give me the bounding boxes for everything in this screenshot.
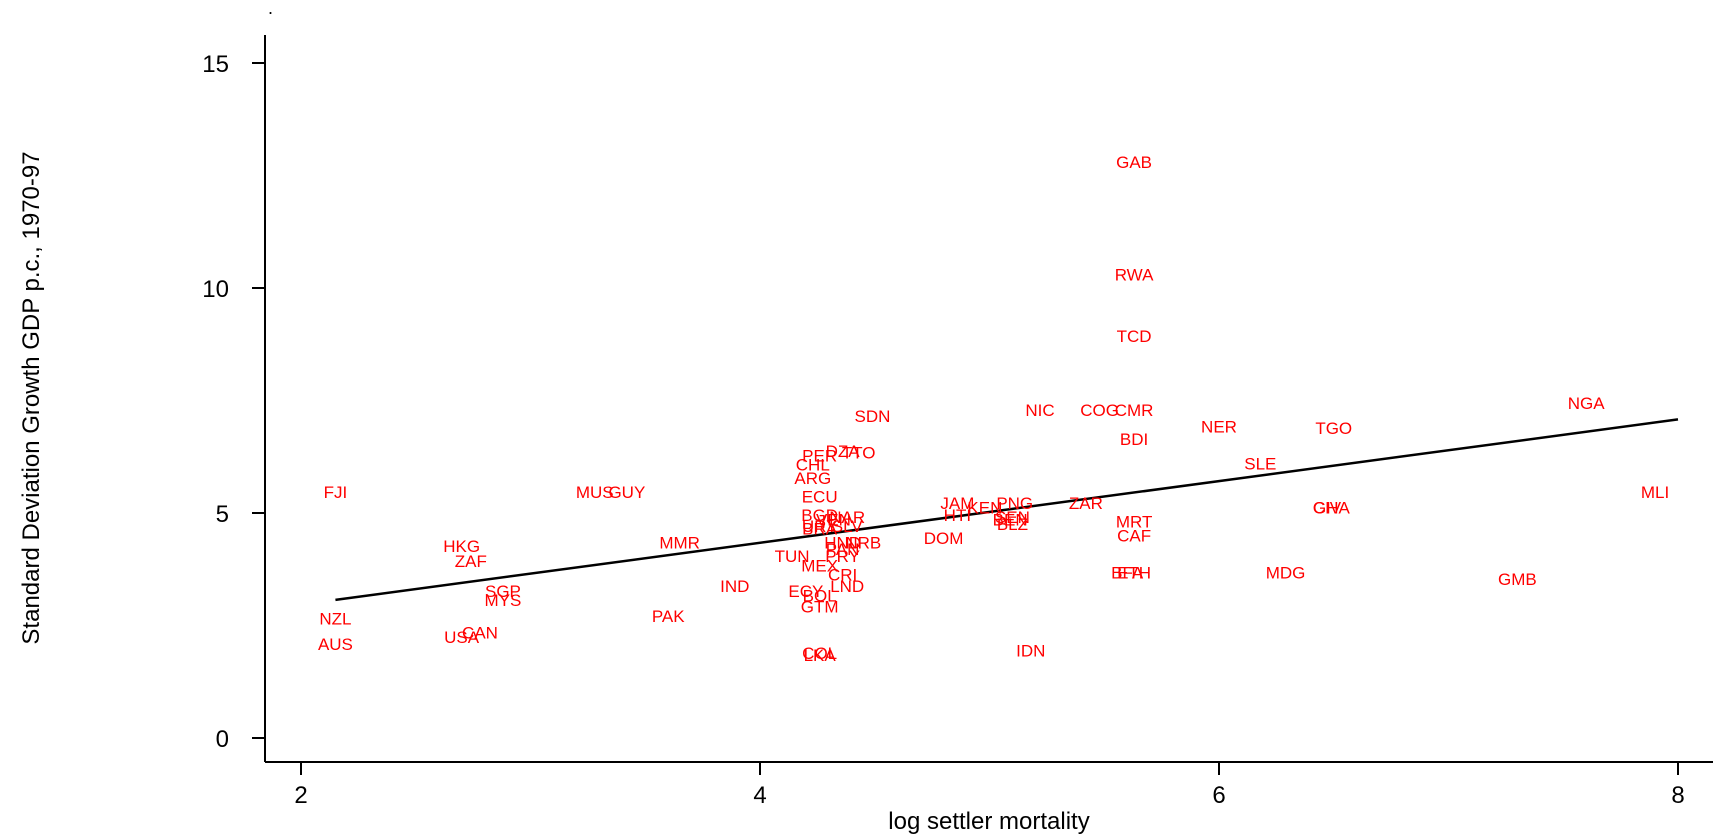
point-label-mus: MUS [576, 483, 614, 502]
y-axis-title: Standard Deviation Growth GDP p.c., 1970… [18, 151, 45, 644]
point-label-jam: JAM [940, 494, 974, 513]
point-label-nga: NGA [1568, 394, 1606, 413]
point-label-cmr: CMR [1115, 401, 1154, 420]
y-tick-label-15: 15 [202, 51, 229, 78]
point-label-mrt: MRT [1116, 513, 1153, 532]
point-label-hkg: HKG [443, 537, 480, 556]
point-label-chl: CHL [796, 455, 830, 474]
point-label-dza: DZA [826, 442, 861, 461]
point-label-ecy: ECY [788, 582, 823, 601]
point-label-nzl: NZL [319, 609, 351, 628]
point-label-pak: PAK [652, 607, 685, 626]
point-label-png: PNG [996, 494, 1033, 513]
point-label-pry: PRY [825, 547, 860, 566]
y-tick-label-5: 5 [216, 501, 229, 528]
point-label-civ: CIV [1313, 499, 1342, 518]
point-label-blz: BLZ [997, 515, 1028, 534]
point-label-zar: ZAR [1069, 494, 1103, 513]
x-axis-title: log settler mortality [888, 808, 1089, 835]
point-label-bdi: BDI [1120, 430, 1148, 449]
point-label-ind: IND [720, 577, 749, 596]
point-label-tgo: TGO [1315, 419, 1352, 438]
point-label-caf: CAF [1117, 527, 1151, 546]
point-label-col: COL [802, 644, 837, 663]
point-label-slv: SLV [832, 517, 864, 536]
point-label-rwa: RWA [1115, 266, 1154, 285]
axes [264, 35, 1713, 763]
x-tick-label-6: 6 [1212, 782, 1225, 809]
point-label-fji: FJI [324, 483, 348, 502]
point-label-gmb: GMB [1498, 570, 1537, 589]
y-tick-label-0: 0 [216, 726, 229, 753]
point-label-ecu: ECU [802, 487, 838, 506]
corner-mark: . [268, 0, 273, 18]
point-label-sle: SLE [1244, 455, 1276, 474]
point-label-tun: TUN [775, 547, 810, 566]
point-label-sgp: SGP [485, 582, 521, 601]
point-label-lnd: LND [830, 577, 864, 596]
point-label-bol: BOL [803, 586, 837, 605]
point-label-cri: CRI [828, 566, 857, 585]
point-label-idn: IDN [1016, 642, 1045, 661]
y-tick-label-10: 10 [202, 276, 229, 303]
point-label-cog: COG [1080, 401, 1119, 420]
point-label-mex: MEX [801, 557, 838, 576]
point-label-usa: USA [444, 628, 480, 647]
point-label-guy: GUY [608, 483, 645, 502]
point-label-bfa: BFA [1111, 563, 1144, 582]
fitted-regression-line [335, 418, 1679, 602]
point-label-can: CAN [462, 623, 498, 642]
point-label-nic: NIC [1025, 401, 1054, 420]
point-label-ven: VEN [816, 510, 851, 529]
point-label-ken: KEN [967, 499, 1002, 518]
point-label-pan: PAN [826, 540, 860, 559]
point-label-mdg: MDG [1266, 563, 1306, 582]
x-tick-label-8: 8 [1671, 782, 1684, 809]
point-label-gab: GAB [1116, 153, 1152, 172]
point-label-tcd: TCD [1117, 327, 1152, 346]
point-label-arg: ARG [794, 469, 831, 488]
point-label-ner: NER [1201, 418, 1237, 437]
fit-line-group [335, 418, 1679, 602]
x-tick-label-2: 2 [294, 782, 307, 809]
x-tick-label-4: 4 [753, 782, 766, 809]
point-label-gha: GHA [1313, 499, 1351, 518]
point-label-nar: NAR [829, 508, 865, 527]
point-label-hnd: HND [824, 533, 861, 552]
point-label-eth: ETH [1117, 563, 1151, 582]
point-label-aus: AUS [318, 635, 353, 654]
ticks: 2 4 6 8 0 5 10 15 [202, 51, 1684, 809]
point-label-dom: DOM [924, 529, 964, 548]
point-label-ury: URY [802, 517, 838, 536]
point-label-sdn: SDN [855, 407, 891, 426]
point-label-sen: SEN [995, 508, 1030, 527]
point-label-gtm: GTM [801, 598, 839, 617]
point-label-nrb: NRB [845, 533, 881, 552]
point-label-hti: HTI [944, 506, 971, 525]
point-label-lka: LKA [804, 646, 837, 665]
point-label-per: PER [802, 446, 837, 465]
point-label-tto: TTO [842, 444, 876, 463]
point-label-ben: BEN [993, 510, 1028, 529]
point-label-bgd: BGD [801, 506, 838, 525]
point-label-zaf: ZAF [455, 552, 487, 571]
point-label-bra: BRA [802, 519, 838, 538]
point-label-mli: MLI [1641, 483, 1669, 502]
point-label-mys: MYS [485, 591, 522, 610]
point-label-mmr: MMR [659, 533, 700, 552]
